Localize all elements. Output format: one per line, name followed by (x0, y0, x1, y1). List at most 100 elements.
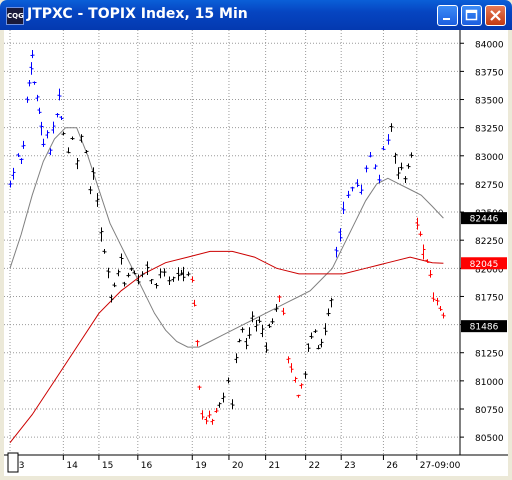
price-bar (428, 270, 433, 278)
price-bar (254, 319, 259, 332)
x-tick-label: 21 (269, 461, 280, 471)
price-bar (29, 62, 34, 75)
price-bar (35, 94, 40, 102)
price-bar (338, 228, 343, 242)
y-tick-label: 83500 (475, 97, 504, 107)
price-bar (415, 217, 420, 230)
price-bar (313, 329, 318, 334)
price-bar (234, 353, 239, 364)
price-tag-label: 81486 (470, 323, 499, 333)
y-tick-label: 81750 (475, 293, 504, 303)
price-bar (207, 410, 212, 419)
price-bar (171, 276, 176, 282)
price-bar (99, 227, 104, 242)
x-tick-label: 27-09:00 (420, 461, 461, 471)
price-bar (48, 148, 53, 156)
price-bar (102, 248, 107, 254)
price-bar (341, 201, 346, 215)
price-bar (323, 323, 328, 336)
ma-long-line (9, 250, 444, 444)
x-tick-label: 23 (344, 461, 355, 471)
price-bar (293, 376, 298, 383)
price-bar (364, 165, 369, 173)
price-bar (281, 307, 286, 316)
price-tag-label: 82045 (470, 260, 499, 270)
price-bar (70, 136, 75, 141)
maximize-button[interactable] (461, 5, 482, 26)
window-title: JTPXC - TOPIX Index, 15 Min (27, 6, 248, 22)
price-bar (186, 271, 191, 277)
price-bar (106, 267, 111, 279)
price-bar (406, 163, 411, 169)
price-bar (250, 311, 255, 323)
price-bar (195, 339, 200, 347)
y-tick-label: 80750 (475, 406, 504, 416)
minimize-button[interactable] (437, 5, 458, 26)
x-tick-label: 15 (102, 461, 113, 471)
price-bar (214, 407, 219, 413)
scroll-handle[interactable] (7, 452, 19, 473)
price-bar (119, 253, 124, 265)
price-bar (221, 392, 226, 403)
x-axis: 13 14 15 16 19 20 21 22 23 26 27-09:00 (9, 455, 461, 471)
close-button[interactable] (485, 5, 506, 26)
price-bar (210, 418, 215, 425)
price-bars (8, 49, 446, 425)
price-bar (377, 174, 382, 184)
price-bar (181, 266, 186, 282)
price-bar (319, 338, 324, 348)
price-bar (39, 121, 44, 136)
chart-area[interactable]: 8400083750835008325083000827508250082250… (4, 30, 508, 476)
price-bar (270, 318, 275, 324)
price-bar (129, 267, 134, 272)
price-bar (393, 152, 398, 164)
price-chart[interactable]: 8400083750835008325083000827508250082250… (4, 30, 508, 476)
price-bar (230, 399, 235, 410)
y-tick-label: 81000 (475, 378, 504, 388)
price-bar (359, 184, 364, 195)
price-bar (8, 180, 13, 188)
y-tick-label: 80500 (475, 434, 504, 444)
price-tag-label: 82446 (470, 215, 499, 225)
y-tick-label: 83250 (475, 125, 504, 135)
price-bar (373, 164, 378, 170)
price-bar (19, 158, 24, 165)
x-tick-label: 22 (309, 461, 320, 471)
price-bar (154, 283, 159, 289)
price-tag: 82446 (461, 212, 507, 225)
price-bar (326, 308, 331, 317)
price-bar (57, 88, 62, 101)
price-bar (162, 268, 167, 277)
price-bar (190, 276, 195, 283)
price-bar (257, 316, 262, 324)
price-bar (346, 190, 351, 199)
price-bar (25, 96, 30, 103)
y-tick-label: 82000 (475, 265, 504, 275)
x-tick-label: 26 (386, 461, 398, 471)
chart-app-icon[interactable]: CQG (6, 7, 24, 25)
price-bar (260, 325, 265, 338)
price-bar (59, 115, 64, 120)
price-bar (316, 345, 321, 350)
price-bar (95, 193, 100, 207)
price-bar (368, 152, 373, 158)
title-bar[interactable]: CQG JTPXC - TOPIX Index, 15 Min (0, 0, 512, 30)
price-bar (244, 337, 249, 350)
price-tags: 82446 82045 81486 (461, 212, 507, 333)
price-bar (45, 130, 50, 139)
y-tick-label: 83000 (475, 153, 504, 163)
price-bar (264, 342, 269, 353)
price-bar (204, 416, 209, 425)
price-bar (132, 270, 137, 275)
x-tick-label: 14 (66, 461, 78, 471)
price-bar (267, 323, 272, 329)
price-bar (30, 49, 35, 59)
price-bar (237, 338, 242, 343)
price-bar (41, 138, 46, 147)
price-bar (355, 179, 360, 188)
price-bar (55, 113, 60, 118)
price-tag: 81486 (461, 320, 507, 333)
price-bar (167, 276, 172, 285)
price-bar (200, 410, 205, 420)
price-bar (418, 231, 423, 237)
